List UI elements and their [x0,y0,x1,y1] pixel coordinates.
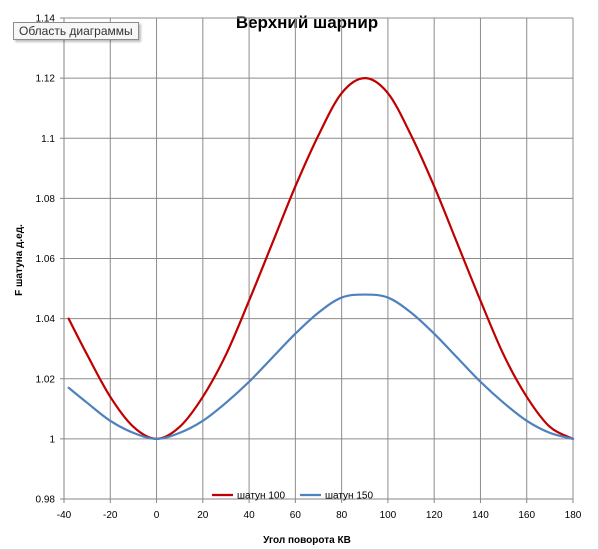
x-tick-labels: -40 -20 0 20 40 60 80 100 120 140 160 180 [57,510,582,521]
x-tick-label: 160 [518,510,535,521]
x-axis-title: Угол поворота КВ [263,535,351,546]
x-tick-label: -40 [57,510,72,521]
x-tick-label: -20 [103,510,118,521]
chart-title: Верхний шарнир [236,13,378,32]
legend-label-1: шатун 100 [237,491,285,502]
legend: шатун 100 шатун 150 [212,491,373,502]
y-tick-label: 1.1 [41,134,55,145]
chart-area-tooltip: Область диаграммы [13,22,139,40]
y-tick-label: 1.06 [36,254,56,265]
y-tick-label: 1.12 [36,74,56,85]
x-tick-label: 180 [565,510,582,521]
y-tick-label: 1.14 [36,14,56,25]
x-tick-label: 100 [380,510,397,521]
x-tick-label: 140 [472,510,489,521]
x-tick-label: 60 [290,510,302,521]
y-tick-label: 1.04 [36,314,56,325]
x-tick-label: 0 [154,510,160,521]
axes [60,17,574,503]
gridlines [63,17,574,500]
x-tick-label: 80 [336,510,348,521]
x-tick-label: 40 [244,510,256,521]
x-tick-label: 20 [197,510,209,521]
x-tick-label: 120 [426,510,443,521]
y-tick-label: 1.02 [36,374,56,385]
series-lines [67,77,575,440]
legend-label-2: шатун 150 [325,491,373,502]
series-line-2 [67,293,575,440]
y-tick-labels: 0.98 1 1.02 1.04 1.06 1.08 1.1 1.12 1.14 [36,14,56,506]
y-tick-label: 0.98 [36,495,56,506]
y-tick-label: 1 [49,434,55,445]
y-tick-label: 1.08 [36,194,56,205]
y-axis-title: F шатуна д.ед. [14,224,25,296]
